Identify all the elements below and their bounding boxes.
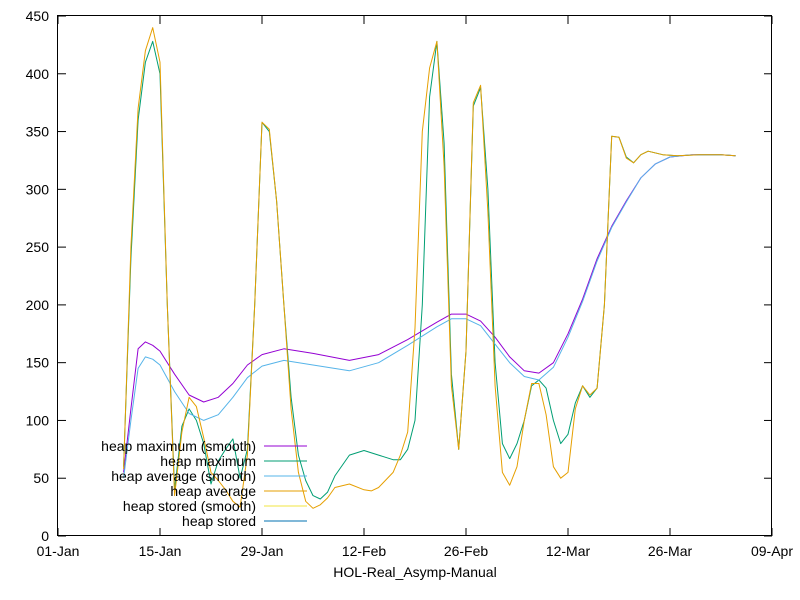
- legend-label: heap average: [170, 483, 256, 499]
- legend-label: heap stored (smooth): [123, 498, 256, 514]
- series-line-heap-average-smooth: [123, 154, 736, 479]
- legend-label: heap stored: [182, 513, 256, 529]
- x-tick-label: 12-Feb: [342, 543, 387, 559]
- y-tick-label: 200: [26, 297, 50, 313]
- x-tick-label: 15-Jan: [139, 543, 182, 559]
- series-layer: [123, 27, 736, 509]
- legend-label: heap maximum (smooth): [101, 438, 256, 454]
- y-tick-label: 350: [26, 124, 50, 140]
- y-tick-label: 150: [26, 355, 50, 371]
- y-tick-label: 0: [41, 528, 49, 544]
- x-tick-label: 01-Jan: [37, 543, 80, 559]
- x-tick-label: 26-Mar: [648, 543, 693, 559]
- legend-label: heap average (smooth): [111, 468, 256, 484]
- x-tick-label: 26-Feb: [444, 543, 489, 559]
- series-line-heap-maximum-smooth: [123, 154, 736, 473]
- y-tick-label: 400: [26, 66, 50, 82]
- y-axis: 0 50 100 150 200 250 300 350 400 450: [26, 8, 772, 544]
- x-axis-title: HOL-Real_Asymp-Manual: [333, 564, 496, 580]
- legend-label: heap maximum: [160, 453, 256, 469]
- y-tick-label: 100: [26, 412, 50, 428]
- plot-area-border: [57, 15, 772, 536]
- y-tick-label: 450: [26, 8, 50, 24]
- x-tick-label: 29-Jan: [241, 543, 284, 559]
- y-tick-label: 300: [26, 181, 50, 197]
- x-axis: 01-Jan 15-Jan 29-Jan 12-Feb 26-Feb 12-Mar 26-M…: [37, 16, 793, 559]
- series-line-heap-average: [123, 27, 736, 509]
- y-tick-label: 250: [26, 239, 50, 255]
- x-tick-label: 09-Apr: [751, 543, 793, 559]
- y-tick-label: 50: [33, 470, 49, 486]
- x-tick-label: 12-Mar: [546, 543, 591, 559]
